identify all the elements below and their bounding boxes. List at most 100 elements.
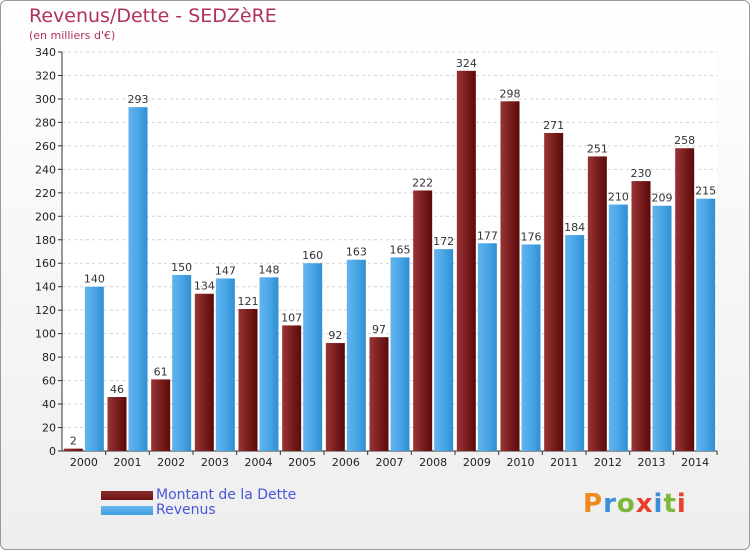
y-tick-label: 260	[35, 140, 56, 153]
bar-dette	[151, 379, 171, 451]
y-tick-label: 180	[35, 234, 56, 247]
bar-revenus	[608, 204, 628, 451]
data-label-revenus: 165	[390, 243, 411, 256]
data-label-dette: 2	[70, 435, 77, 448]
data-label-dette: 271	[543, 119, 564, 132]
bar-revenus	[565, 235, 585, 451]
x-tick-label: 2002	[157, 456, 185, 469]
data-label-dette: 61	[154, 365, 168, 378]
plot-area	[62, 52, 717, 451]
bar-revenus	[434, 249, 454, 451]
bar-dette	[63, 448, 83, 451]
data-label-revenus: 177	[477, 229, 498, 242]
y-tick-label: 200	[35, 210, 56, 223]
data-label-dette: 121	[238, 295, 259, 308]
data-label-dette: 46	[110, 383, 124, 396]
x-tick-label: 2010	[507, 456, 535, 469]
bar-dette	[631, 181, 651, 451]
legend-label-revenus: Revenus	[156, 502, 216, 518]
data-label-dette: 97	[372, 323, 386, 336]
bar-revenus	[84, 286, 104, 451]
bar-dette	[587, 156, 607, 451]
x-tick-label: 2008	[419, 456, 447, 469]
data-label-revenus: 209	[652, 192, 673, 205]
data-label-revenus: 215	[695, 185, 716, 198]
x-tick-label: 2011	[550, 456, 578, 469]
y-tick-label: 120	[35, 304, 56, 317]
bar-revenus	[259, 277, 279, 451]
y-tick-label: 20	[42, 422, 56, 435]
data-label-revenus: 150	[171, 261, 192, 274]
data-label-dette: 324	[456, 57, 477, 70]
y-tick-label: 40	[42, 398, 56, 411]
data-label-dette: 258	[674, 134, 695, 147]
x-tick-label: 2013	[638, 456, 666, 469]
y-tick-label: 300	[35, 93, 56, 106]
bar-dette	[194, 293, 214, 451]
bar-revenus	[477, 243, 497, 451]
legend-swatch-revenus	[101, 506, 153, 515]
data-label-revenus: 293	[128, 93, 149, 106]
data-label-revenus: 160	[302, 249, 323, 262]
bar-dette	[325, 343, 345, 451]
bar-dette	[107, 397, 127, 451]
data-label-revenus: 140	[84, 273, 105, 286]
bar-revenus	[172, 274, 192, 451]
y-tick-label: 320	[35, 69, 56, 82]
brand-logo: Proxiti	[583, 489, 687, 519]
legend-swatch-dette	[101, 491, 153, 500]
bar-revenus	[303, 263, 323, 451]
y-tick-label: 240	[35, 163, 56, 176]
data-label-dette: 222	[412, 176, 433, 189]
x-tick-label: 2001	[114, 456, 142, 469]
data-label-dette: 230	[631, 167, 652, 180]
x-tick-label: 2005	[288, 456, 316, 469]
data-label-revenus: 148	[259, 263, 280, 276]
y-tick-label: 140	[35, 281, 56, 294]
bar-revenus	[346, 259, 366, 451]
x-tick-label: 2009	[463, 456, 491, 469]
bar-revenus	[696, 198, 716, 451]
bar-dette	[456, 70, 476, 451]
bar-revenus	[128, 107, 148, 451]
chart-subtitle: (en milliers d'€)	[29, 29, 116, 42]
x-tick-label: 2007	[376, 456, 404, 469]
bar-dette	[500, 101, 520, 451]
data-label-revenus: 163	[346, 246, 367, 259]
data-label-dette: 251	[587, 142, 608, 155]
x-tick-label: 2003	[201, 456, 229, 469]
y-tick-label: 100	[35, 328, 56, 341]
x-tick-label: 2004	[245, 456, 273, 469]
bar-revenus	[390, 257, 410, 451]
bar-revenus	[652, 205, 672, 451]
y-tick-label: 340	[35, 46, 56, 59]
data-label-dette: 298	[500, 87, 521, 100]
bar-dette	[413, 190, 433, 451]
bar-revenus	[521, 244, 541, 451]
bar-dette	[675, 148, 695, 451]
data-label-dette: 134	[194, 280, 215, 293]
y-tick-label: 0	[49, 445, 56, 458]
x-tick-label: 2000	[70, 456, 98, 469]
y-tick-label: 80	[42, 351, 56, 364]
bar-dette	[544, 132, 564, 452]
legend-label-dette: Montant de la Dette	[156, 487, 297, 503]
data-label-revenus: 176	[521, 230, 542, 243]
data-label-revenus: 210	[608, 191, 629, 204]
x-tick-label: 2006	[332, 456, 360, 469]
data-label-revenus: 172	[433, 235, 454, 248]
chart-title: Revenus/Dette - SEDZèRE	[29, 5, 277, 27]
data-label-dette: 92	[328, 329, 342, 342]
y-tick-label: 60	[42, 375, 56, 388]
y-tick-label: 280	[35, 116, 56, 129]
bar-dette	[238, 309, 258, 451]
bar-revenus	[215, 278, 235, 451]
x-tick-label: 2012	[594, 456, 622, 469]
bar-dette	[282, 325, 302, 451]
bar-dette	[369, 337, 389, 451]
y-tick-label: 160	[35, 257, 56, 270]
x-tick-label: 2014	[681, 456, 709, 469]
y-tick-label: 220	[35, 187, 56, 200]
